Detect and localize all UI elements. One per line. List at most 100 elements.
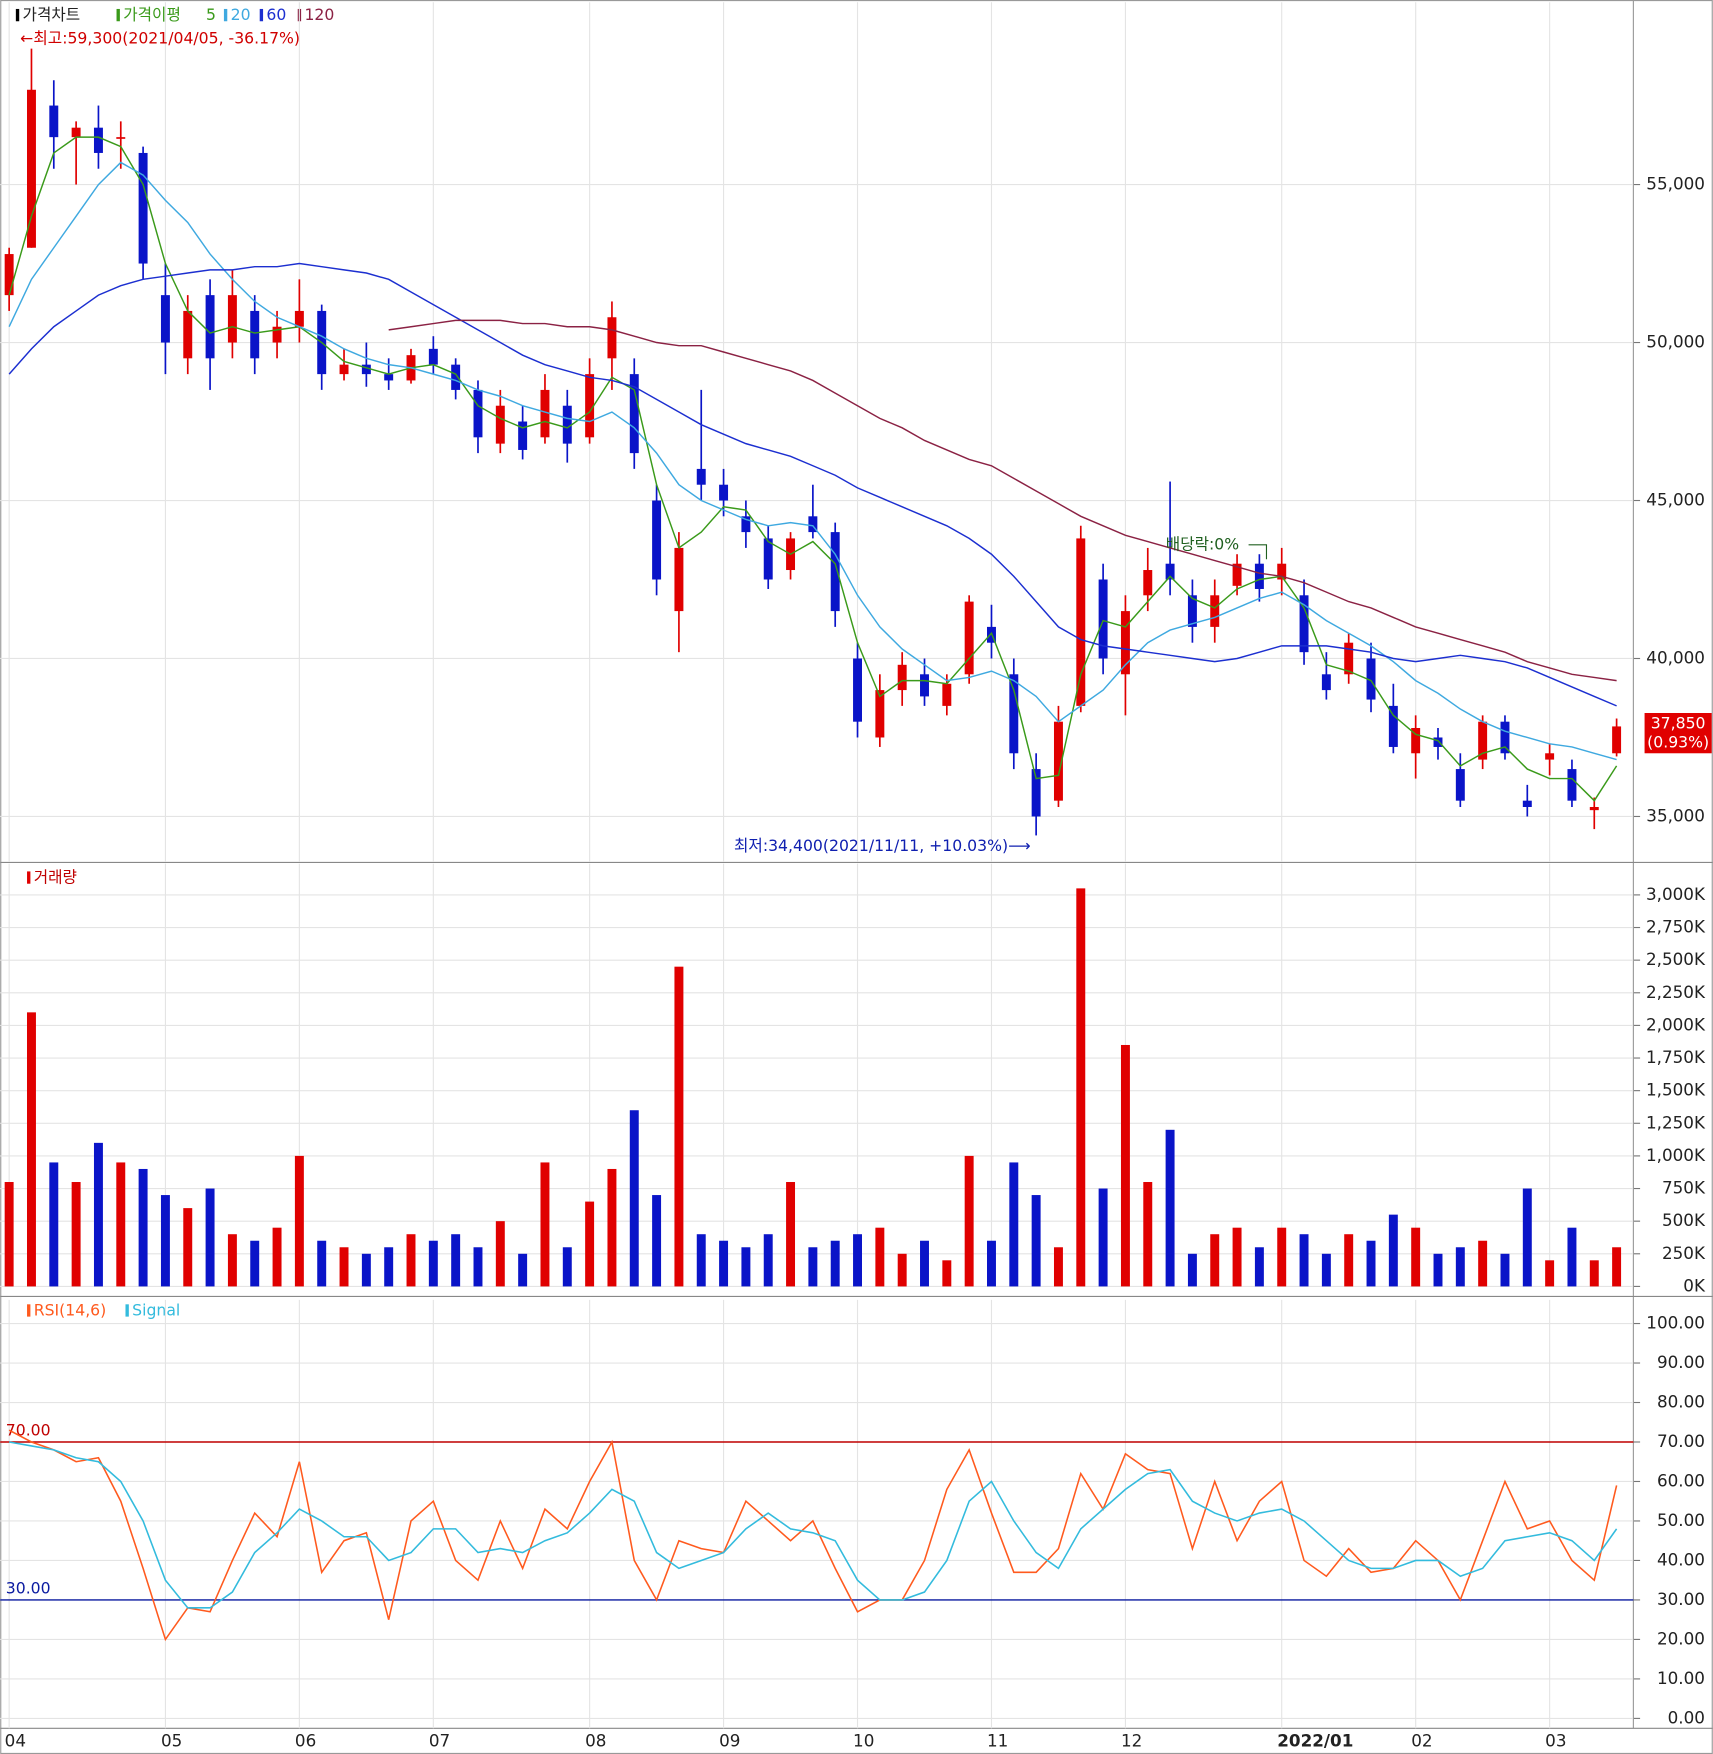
volume-bar (317, 1240, 327, 1287)
volume-bar (763, 1234, 773, 1287)
candle-body (1210, 595, 1220, 627)
candle-body (1522, 800, 1532, 807)
volume-bar (629, 1110, 639, 1287)
volume-bar (1433, 1253, 1443, 1287)
volume-bar (26, 1012, 36, 1287)
y-tick-label: 3,000K (1646, 884, 1706, 904)
y-tick-label: 35,000 (1646, 805, 1705, 825)
volume-bar (428, 1240, 438, 1287)
candle-body (451, 364, 461, 390)
volume-bar (1009, 1162, 1019, 1287)
last-price: 37,850 (1651, 714, 1706, 733)
y-tick-label: 750K (1662, 1178, 1706, 1198)
volume-bar (406, 1234, 416, 1287)
y-tick-label: 1,750K (1646, 1047, 1706, 1067)
x-tick-label: 03 (1545, 1731, 1566, 1751)
candle-body (1232, 563, 1242, 586)
candle-body (1098, 579, 1108, 659)
candle-body (1612, 726, 1622, 754)
y-tick-label: 50.00 (1657, 1510, 1705, 1530)
volume-bar (71, 1182, 81, 1287)
candle-body (160, 295, 170, 343)
volume-bar (1187, 1253, 1197, 1287)
volume-bar (1254, 1247, 1264, 1287)
y-tick-label: 55,000 (1646, 174, 1705, 194)
volume-bar (93, 1142, 103, 1287)
candle-body (1187, 595, 1197, 627)
y-tick-label: 30.00 (1657, 1589, 1705, 1609)
candle-body (830, 532, 840, 612)
volume-bar (696, 1234, 706, 1287)
x-tick-label: 05 (161, 1731, 182, 1751)
volume-bar (1098, 1188, 1108, 1287)
volume-bar (250, 1240, 260, 1287)
volume-bar (652, 1195, 662, 1287)
volume-bar (1500, 1253, 1510, 1287)
legend-marker (125, 1304, 129, 1317)
volume-bar (183, 1208, 193, 1287)
candle-body (1076, 538, 1086, 706)
annotation: ←최고:59,300(2021/04/05, -36.17%) (20, 29, 300, 48)
x-tick-label: 12 (1121, 1731, 1142, 1751)
volume-bar (1388, 1214, 1398, 1287)
volume-bar (1076, 888, 1086, 1287)
candle-body (585, 374, 595, 438)
candle-body (49, 105, 59, 138)
volume-bar (138, 1168, 148, 1287)
volume-bar (585, 1201, 595, 1287)
volume-bar (1120, 1044, 1130, 1287)
candle-body (1254, 563, 1264, 589)
y-tick-label: 10.00 (1657, 1668, 1705, 1688)
legend-marker (259, 8, 264, 22)
candle-body (26, 89, 36, 248)
volume-bar (1232, 1227, 1242, 1287)
candle-body (629, 374, 639, 454)
volume-bar (384, 1247, 394, 1287)
volume-bar (1321, 1253, 1331, 1287)
x-tick-label: 11 (987, 1731, 1008, 1751)
candle-body (1411, 728, 1421, 754)
legend-marker (27, 1304, 31, 1317)
volume-bar (1344, 1234, 1354, 1287)
volume-bar (607, 1168, 617, 1287)
y-tick-label: 80.00 (1657, 1392, 1705, 1412)
y-tick-label: 2,250K (1646, 982, 1706, 1002)
x-tick-label: 02 (1411, 1731, 1432, 1751)
candle-body (607, 317, 617, 359)
volume-bar (518, 1253, 528, 1287)
candle-body (1567, 769, 1577, 801)
candle-body (1031, 769, 1041, 817)
x-tick-label: 09 (719, 1731, 740, 1751)
legend-entry: 60 (266, 5, 286, 24)
y-tick-label: 2,750K (1646, 917, 1706, 937)
last-change: (0.93%) (1647, 733, 1709, 752)
candle-body (183, 310, 193, 359)
rsi-line (9, 1441, 1618, 1609)
volume-bar (1143, 1182, 1153, 1287)
y-tick-label: 2,500K (1646, 949, 1706, 969)
candle-body (652, 500, 662, 580)
y-tick-label: 20.00 (1657, 1628, 1705, 1648)
candle-body (1143, 570, 1153, 596)
legend-marker (223, 8, 228, 22)
x-tick-label: 04 (5, 1731, 26, 1751)
volume-bar (719, 1240, 729, 1287)
legend-entry: 5 (206, 5, 216, 24)
candle-body (964, 601, 974, 675)
candle-body (1589, 806, 1599, 811)
y-tick-label: 1,250K (1646, 1112, 1706, 1132)
volume-bar (897, 1253, 907, 1287)
candle-body (562, 405, 572, 444)
legend-entry: 120 (304, 5, 334, 24)
volume-bar (741, 1247, 751, 1287)
volume-bar (339, 1247, 349, 1287)
y-tick-label: 1,000K (1646, 1145, 1706, 1165)
y-tick-label: 1,500K (1646, 1080, 1706, 1100)
volume-bar (1210, 1234, 1220, 1287)
volume-bar (786, 1182, 796, 1287)
volume-bar (116, 1162, 126, 1287)
candle-body (696, 468, 706, 485)
y-tick-label: 90.00 (1657, 1352, 1705, 1372)
volume-bar (830, 1240, 840, 1287)
candle-body (1455, 769, 1465, 801)
